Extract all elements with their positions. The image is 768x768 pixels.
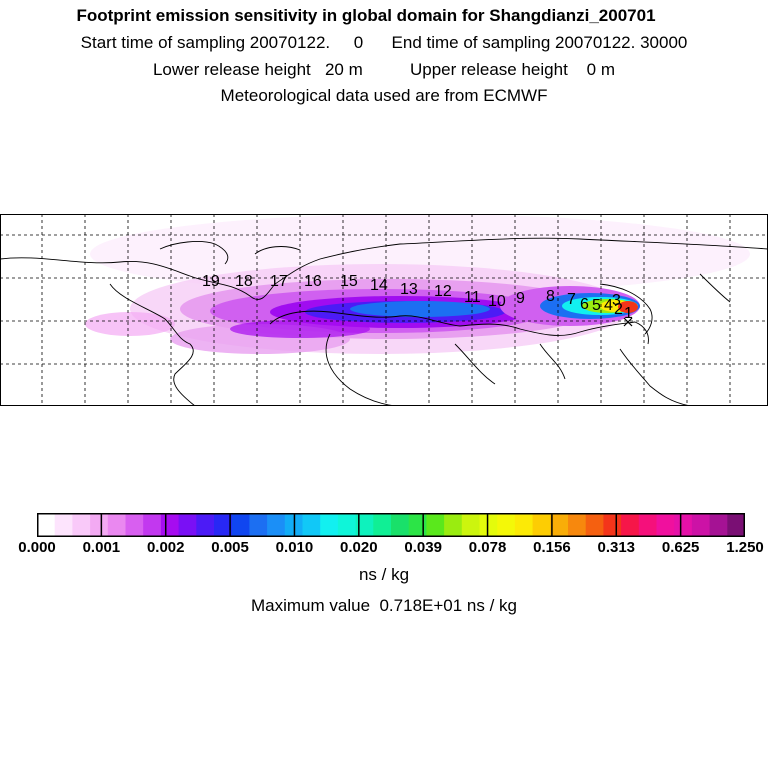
colorbar-swatch [267, 513, 286, 537]
colorbar-swatch [514, 513, 534, 537]
colorbar-tick-label: 0.039 [404, 539, 442, 556]
colorbar-swatch [550, 513, 569, 537]
colorbar-tick-label: 1.250 [726, 539, 764, 556]
colorbar-swatch [196, 513, 215, 537]
colorbar-swatch [54, 513, 73, 537]
colorbar-svg [36, 513, 746, 537]
lat-lon-grid [0, 214, 768, 406]
colorbar-swatch [727, 513, 746, 537]
colorbar-swatch [568, 513, 587, 537]
colorbar-swatch [178, 513, 197, 537]
colorbar-swatch [691, 513, 711, 537]
back-trajectory-day-labels: 19 18 17 16 15 14 13 12 11 10 9 8 7 6 5 … [202, 273, 633, 322]
colorbar-swatch [337, 513, 357, 537]
sampling-time-line: Start time of sampling 20070122. 0 End t… [80, 33, 688, 52]
colorbar-tick-label: 0.020 [340, 539, 378, 556]
colorbar-swatch [408, 513, 427, 537]
day-label: 2 [614, 301, 623, 318]
day-label: 16 [304, 273, 322, 290]
colorbar-swatch [391, 513, 410, 537]
day-label: 13 [400, 281, 418, 298]
cross-icon [623, 317, 633, 327]
colorbar-swatch [249, 513, 268, 537]
colorbar-tick-label: 0.000 [18, 539, 56, 556]
day-label: 5 [592, 297, 601, 314]
footprint-map: 19 18 17 16 15 14 13 12 11 10 9 8 7 6 5 … [0, 214, 768, 406]
colorbar-border [37, 513, 745, 537]
colorbar-swatch [302, 513, 321, 537]
units-label: ns / kg [358, 565, 410, 584]
day-label: 8 [546, 288, 555, 305]
colorbar-swatch [426, 513, 445, 537]
day-label: 7 [567, 291, 576, 308]
day-label: 18 [235, 273, 253, 290]
day-label: 15 [340, 273, 358, 290]
colorbar-tick-label: 0.313 [597, 539, 636, 556]
met-data-line: Meteorological data used are from ECMWF [220, 86, 548, 105]
colorbar-swatch [603, 513, 622, 537]
colorbar-tick-label: 0.010 [275, 539, 314, 556]
emission-sensitivity-field [85, 214, 750, 354]
colorbar-swatch [160, 513, 180, 537]
colorbar-tick-label: 0.002 [146, 539, 185, 556]
colorbar-swatch [72, 513, 91, 537]
colorbar-swatch [621, 513, 640, 537]
day-label: 17 [270, 273, 288, 290]
plot-title: Footprint emission sensitivity in global… [76, 6, 656, 25]
day-label: 11 [464, 289, 481, 306]
day-label: 4 [604, 297, 613, 314]
colorbar-tick-label: 0.156 [533, 539, 571, 556]
day-label: 9 [516, 290, 525, 307]
colorbar-swatch [214, 513, 233, 537]
day-label: 14 [370, 277, 388, 294]
colorbar-swatch [107, 513, 126, 537]
day-label: 1 [624, 305, 633, 322]
colorbar-swatch [231, 513, 250, 537]
colorbar-swatch [37, 513, 56, 537]
colorbar-swatch [656, 513, 675, 537]
colorbar-swatch [674, 513, 693, 537]
day-label: 3 [612, 292, 621, 309]
colorbar-swatch [125, 513, 144, 537]
colorbar-swatch [479, 513, 498, 537]
colorbar-tick-label: 0.005 [211, 539, 249, 556]
colorbar-tick-label: 0.001 [82, 539, 121, 556]
day-label: 19 [202, 273, 220, 290]
release-height-line: Lower release height 20 m Upper release … [152, 60, 616, 79]
colorbar-swatch [532, 513, 551, 537]
map-svg: 19 18 17 16 15 14 13 12 11 10 9 8 7 6 5 … [0, 214, 768, 406]
colorbar-tick-label: 0.625 [661, 539, 700, 556]
colorbar-tick-label: 0.078 [468, 539, 507, 556]
colorbar-swatch [143, 513, 162, 537]
colorbar-swatch [585, 513, 604, 537]
colorbar-swatch [461, 513, 480, 537]
colorbar-swatch [444, 513, 463, 537]
colorbar-swatch [320, 513, 339, 537]
colorbar-swatch [373, 513, 392, 537]
colorbar-swatch [709, 513, 728, 537]
maximum-value-label: Maximum value 0.718E+01 ns / kg [251, 596, 517, 615]
colorbar-swatch [638, 513, 657, 537]
colorbar-swatch [497, 513, 516, 537]
day-label: 10 [488, 293, 506, 310]
colorbar-swatch [90, 513, 109, 537]
colorbar-swatch [355, 513, 374, 537]
colorbar [36, 513, 746, 537]
day-label: 12 [434, 283, 452, 300]
day-label: 6 [580, 296, 589, 313]
